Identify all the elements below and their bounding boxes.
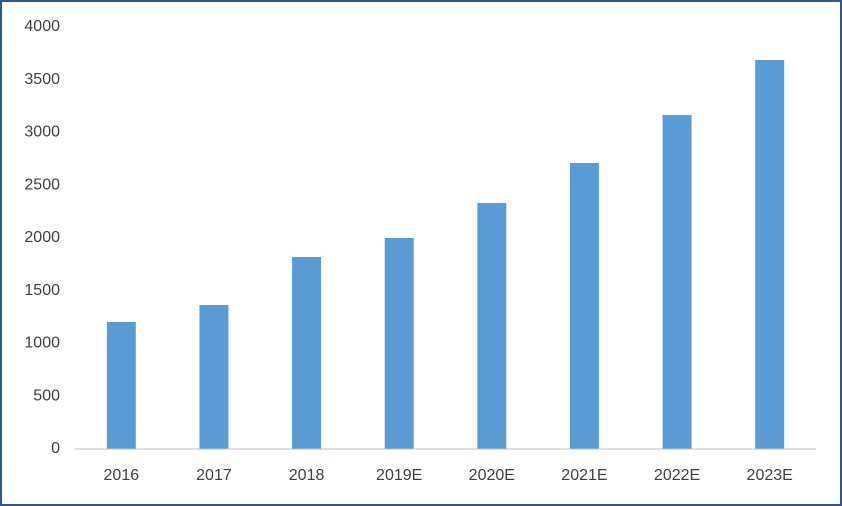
- x-tick-label: 2017: [196, 467, 232, 484]
- y-tick-label: 2500: [24, 176, 60, 193]
- y-tick-label: 1500: [24, 282, 60, 299]
- bar: [199, 304, 229, 449]
- y-tick-label: 4000: [24, 18, 60, 35]
- x-tick-label: 2019E: [376, 467, 422, 484]
- bar: [106, 321, 136, 449]
- y-tick-label: 0: [51, 440, 60, 457]
- bar: [477, 202, 507, 449]
- bar: [569, 162, 599, 449]
- bar: [662, 114, 692, 449]
- x-tick-label: 2018: [289, 467, 325, 484]
- y-tick-label: 3500: [24, 71, 60, 88]
- x-tick-label: 2023E: [747, 467, 793, 484]
- y-tick-label: 2000: [24, 229, 60, 246]
- bar: [384, 238, 414, 449]
- x-tick-label: 2021E: [561, 467, 607, 484]
- y-tick-label: 500: [33, 387, 60, 404]
- x-tick-label: 2020E: [469, 467, 515, 484]
- bar: [292, 256, 322, 449]
- y-tick-label: 1000: [24, 335, 60, 352]
- x-tick-label: 2022E: [654, 467, 700, 484]
- y-tick-label: 3000: [24, 124, 60, 141]
- x-tick-label: 2016: [104, 467, 140, 484]
- bar: [755, 60, 785, 450]
